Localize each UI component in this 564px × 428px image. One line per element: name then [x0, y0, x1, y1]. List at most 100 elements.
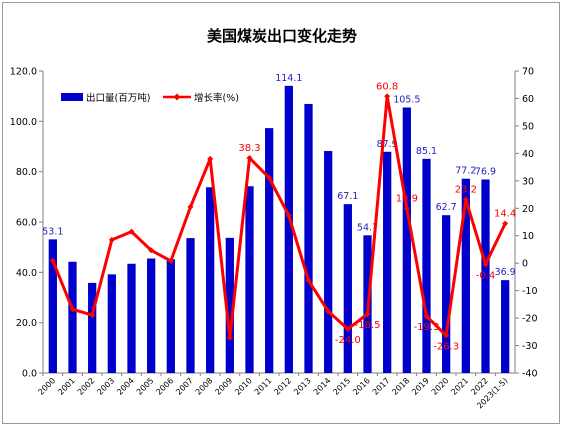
growth-point-2001 — [69, 306, 76, 313]
x-tick-label: 2007 — [174, 376, 195, 397]
chart-frame: 美国煤炭出口变化走势 0.0 20.0 40.0 60.0 80.0 100.0 120.0… — [2, 2, 560, 424]
right-tick-label: -30 — [522, 341, 538, 352]
bar-value-label: 54.7 — [357, 222, 378, 233]
right-tick-label: -20 — [522, 314, 538, 325]
growth-value-label: 19.9 — [396, 194, 418, 205]
bar-value-label: 67.1 — [337, 191, 358, 202]
bar-2008 — [206, 187, 215, 373]
x-tick-label: 2012 — [272, 376, 293, 397]
bar-value-label: 105.5 — [393, 94, 420, 105]
bar-2015 — [343, 204, 352, 373]
left-tick-label: 40.0 — [16, 268, 37, 279]
growth-point-2009 — [226, 334, 233, 341]
growth-point-2014 — [325, 308, 332, 315]
growth-point-2023(1-5) — [502, 220, 509, 227]
right-tick-label: -10 — [522, 286, 538, 297]
growth-value-label: -19.3 — [414, 322, 440, 333]
plot-area: 0.0 20.0 40.0 60.0 80.0 100.0 120.0 -40 -30 -20 -1… — [10, 67, 538, 411]
bar-value-label: 53.1 — [42, 226, 63, 237]
bar-2019 — [422, 158, 431, 373]
x-tick-label: 2021 — [449, 376, 470, 397]
legend-bar-swatch — [61, 93, 83, 101]
growth-value-label: 23.2 — [455, 184, 477, 195]
growth-point-2002 — [89, 312, 96, 319]
growth-value-label: 14.4 — [494, 209, 516, 220]
bar-value-label: 76.9 — [475, 166, 496, 177]
bar-2012 — [284, 85, 293, 374]
bar-2018 — [402, 107, 411, 373]
right-tick-label: 10 — [522, 231, 534, 242]
bar-value-label: 114.1 — [275, 73, 302, 84]
growth-point-2006 — [167, 257, 174, 264]
x-tick-label: 2018 — [390, 376, 411, 397]
x-tick-label: 2009 — [213, 376, 234, 397]
right-tick-label: 40 — [522, 149, 534, 160]
bar-2017 — [383, 151, 392, 373]
chart-title: 美国煤炭出口变化走势 — [207, 27, 357, 45]
x-tick-label: 2002 — [76, 376, 97, 397]
left-tick-label: 0.0 — [22, 369, 37, 380]
growth-point-2000 — [49, 257, 56, 264]
x-tick-label: 2006 — [154, 376, 175, 397]
left-tick-label: 100.0 — [10, 117, 37, 128]
bar-value-label: 36.9 — [495, 267, 516, 278]
bar-2013 — [304, 103, 313, 374]
x-tick-label: 2008 — [194, 376, 215, 397]
growth-point-2015 — [344, 326, 351, 333]
growth-point-2019 — [423, 313, 430, 320]
bar-2006 — [166, 259, 175, 373]
x-tick-label: 2015 — [331, 376, 352, 397]
growth-value-label: -26.3 — [433, 341, 459, 352]
bar-2009 — [225, 237, 234, 373]
export-trend-chart: 美国煤炭出口变化走势 0.0 20.0 40.0 60.0 80.0 100.0 120.0… — [10, 27, 538, 411]
bar-2002 — [88, 282, 97, 373]
right-tick-label: -40 — [522, 369, 538, 380]
x-tick-label: 2014 — [312, 376, 333, 397]
x-tick-label: 2001 — [56, 376, 77, 397]
right-tick-label: 70 — [522, 67, 534, 78]
x-tick-label: 2016 — [351, 376, 372, 397]
right-tick-label: 0 — [522, 259, 528, 270]
right-tick-label: 20 — [522, 204, 534, 215]
bar-2004 — [127, 263, 136, 373]
growth-value-label: -0.4 — [476, 270, 496, 281]
right-tick-label: 30 — [522, 176, 534, 187]
bar-2023(1-5) — [501, 280, 510, 373]
bar-value-label: 87.9 — [377, 139, 398, 150]
growth-point-2007 — [187, 203, 194, 210]
bar-2003 — [107, 274, 116, 373]
x-tick-label: 2020 — [430, 376, 451, 397]
bar-2014 — [324, 151, 333, 373]
x-tick-label: 2010 — [233, 376, 254, 397]
right-tick-label: 60 — [522, 94, 534, 105]
bar-2000 — [48, 239, 57, 373]
x-tick-label: 2011 — [253, 376, 274, 397]
growth-point-2020 — [443, 332, 450, 339]
x-tick-label: 2019 — [410, 376, 431, 397]
growth-point-2008 — [207, 155, 214, 162]
growth-point-2018 — [403, 205, 410, 212]
legend-line-marker — [173, 93, 181, 101]
x-tick-label: 2013 — [292, 376, 313, 397]
growth-point-2013 — [305, 277, 312, 284]
growth-point-2017 — [384, 93, 391, 100]
growth-point-2021 — [462, 196, 469, 203]
legend: 出口量(百万吨) 增长率(%) — [61, 92, 239, 104]
x-tick-label: 2005 — [135, 376, 156, 397]
growth-point-2004 — [128, 228, 135, 235]
x-tick-label: 2000 — [36, 376, 57, 397]
growth-point-2003 — [108, 236, 115, 243]
x-tick-label: 2017 — [371, 376, 392, 397]
growth-point-2012 — [285, 212, 292, 219]
bar-2005 — [147, 258, 156, 373]
growth-value-label: 38.3 — [238, 143, 260, 154]
bar-value-label: 85.1 — [416, 146, 437, 157]
legend-bar-label: 出口量(百万吨) — [86, 92, 150, 104]
bar-2022 — [481, 179, 490, 373]
growth-point-2016 — [364, 310, 371, 317]
growth-value-label: 60.8 — [376, 81, 398, 92]
bar-2011 — [265, 128, 274, 373]
growth-value-label: -18.5 — [355, 320, 381, 331]
right-tick-label: 50 — [522, 121, 534, 132]
bar-2001 — [68, 261, 77, 373]
